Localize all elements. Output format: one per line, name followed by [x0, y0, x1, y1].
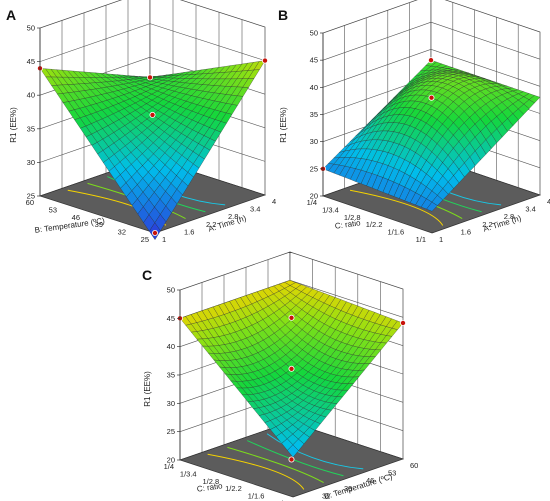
y-tick-label: 32: [118, 228, 126, 237]
surface-facet: [426, 201, 438, 212]
z-tick-label: 35: [27, 124, 35, 133]
design-point: [288, 314, 295, 321]
z-tick-label: 30: [27, 158, 35, 167]
z-tick-label: 25: [310, 164, 318, 173]
design-point: [428, 94, 435, 101]
z-tick-label: 20: [310, 192, 318, 201]
x-tick-label: 4: [272, 197, 276, 206]
y-tick-label: 1/2.8: [203, 477, 220, 486]
x-tick-label: 2.2: [482, 220, 492, 229]
floor-contour-line: [227, 446, 324, 484]
y-tick-label: 53: [49, 205, 57, 214]
x-tick-label: 39: [344, 484, 352, 493]
wall-gridline: [430, 21, 541, 60]
y-axis-title: C: ratio: [334, 218, 361, 231]
z-tick-label: 50: [167, 286, 175, 295]
design-point: [399, 319, 406, 326]
wall-gridline: [289, 280, 404, 318]
design-point: [151, 229, 158, 236]
x-tick-label: 1: [162, 235, 166, 244]
y-tick-label: 46: [72, 213, 80, 222]
z-tick-label: 20: [167, 456, 175, 465]
z-tick-label: 40: [167, 342, 175, 351]
y-tick-label: 25: [141, 235, 149, 244]
z-axis-title: R1 (EE%): [143, 371, 152, 407]
x-tick-label: 4: [547, 197, 550, 206]
response-surface: [39, 60, 266, 240]
y-tick-label: 1/1: [277, 499, 287, 501]
floor-contour-line: [266, 433, 364, 470]
x-tick-label: 60: [410, 461, 418, 470]
y-tick-label: 1/4: [164, 462, 174, 471]
design-point: [427, 57, 434, 64]
y-tick-label: 1/1.6: [248, 492, 265, 501]
floor-contour-line: [247, 440, 344, 477]
x-tick-label: 32: [322, 491, 330, 500]
design-point: [149, 111, 156, 118]
panel-a: 25 30 35 40 45 50 1 1.6 2.2 2.8 3.4 4 25 32 39 46 53 60 R1…: [6, 0, 276, 244]
x-tick-label: 2.8: [228, 212, 238, 221]
z-tick-label: 50: [310, 29, 318, 38]
panel-letter: C: [142, 267, 152, 283]
z-tick-label: 45: [27, 57, 35, 66]
x-tick-label: 2.8: [504, 212, 514, 221]
panel-c: 20 25 30 35 40 45 50 25 32 39 46 53 60 1/1 1/1.6 1/2.2 1…: [142, 251, 418, 501]
z-tick-label: 50: [27, 24, 35, 33]
y-tick-label: 1/3.4: [322, 205, 339, 214]
y-tick-label: 1/2.8: [344, 213, 361, 222]
x-axis-title: A: Time (h): [482, 213, 522, 233]
wall-gridline: [430, 49, 541, 87]
z-tick-label: 35: [167, 371, 175, 380]
panel-letter: B: [278, 7, 288, 23]
y-tick-label: 1/3.4: [180, 469, 197, 478]
x-tick-label: 3.4: [525, 205, 535, 214]
design-point: [288, 365, 295, 372]
y-tick-label: 1/2.2: [366, 220, 383, 229]
panel-b: 20 25 30 35 40 45 50 1 1.6 2.2 2.8 3.4 4 1/1 1/1.6 1/2.…: [278, 0, 550, 244]
z-axis-title: R1 (EE%): [279, 107, 288, 143]
x-tick-label: 2.2: [206, 220, 216, 229]
wall-gridline: [322, 49, 432, 88]
surface-facet: [287, 444, 299, 458]
z-tick-label: 40: [310, 83, 318, 92]
floor-contour-line: [207, 453, 305, 490]
wall-gridline: [39, 23, 151, 62]
z-tick-label: 35: [310, 110, 318, 119]
y-tick-label: 1/1: [416, 235, 426, 244]
x-tick-label: 1.6: [184, 227, 194, 236]
z-tick-label: 25: [27, 192, 35, 201]
wall-gridline: [322, 21, 432, 61]
y-axis-title: B: Temperature (ºC): [34, 216, 106, 235]
z-axis-title: R1 (EE%): [9, 107, 18, 143]
x-tick-label: 53: [388, 469, 396, 478]
z-tick-label: 45: [310, 56, 318, 65]
floor-contour-line: [349, 189, 444, 226]
y-tick-label: 1/4: [307, 198, 317, 207]
x-tick-label: 3.4: [250, 205, 260, 214]
design-point: [146, 74, 153, 81]
y-tick-label: 1/2.2: [225, 484, 242, 493]
design-point: [261, 57, 268, 64]
wall-gridline: [149, 23, 266, 61]
z-tick-label: 30: [310, 137, 318, 146]
y-tick-label: 39: [95, 220, 103, 229]
panel-letter: A: [6, 7, 16, 23]
y-tick-label: 1/1.6: [388, 228, 405, 237]
x-tick-label: 1.6: [461, 227, 471, 236]
x-tick-label: 1: [439, 235, 443, 244]
z-tick-label: 45: [167, 314, 175, 323]
z-tick-label: 25: [167, 427, 175, 436]
z-tick-label: 40: [27, 91, 35, 100]
y-tick-label: 60: [26, 198, 34, 207]
x-tick-label: 25: [300, 499, 308, 501]
design-point: [288, 456, 295, 463]
response-surface: [322, 60, 541, 212]
y-axis-title: C: ratio: [196, 481, 223, 494]
response-surface: [179, 280, 404, 458]
x-tick-label: 46: [366, 476, 374, 485]
z-tick-label: 30: [167, 399, 175, 408]
